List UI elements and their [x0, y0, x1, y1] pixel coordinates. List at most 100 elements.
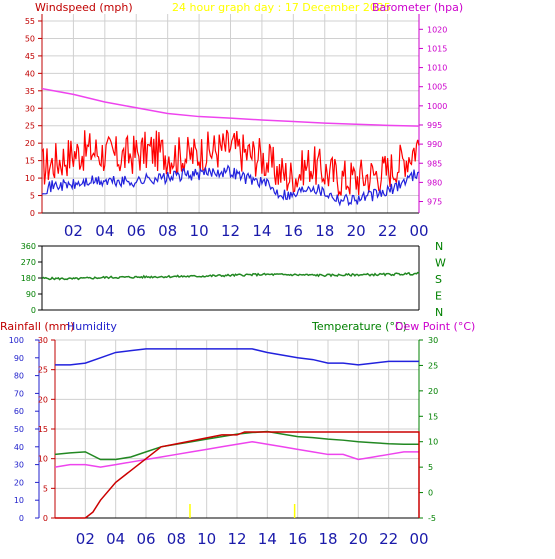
- chart3-temp-tick-label: 0: [428, 489, 433, 498]
- wind-speed-line: [41, 164, 420, 207]
- chart3-x-tick-label: 00: [409, 530, 428, 548]
- dewpoint-line: [54, 440, 419, 468]
- chart1-x-tick-label: 02: [64, 222, 83, 240]
- chart3-x-tick-label: 14: [258, 530, 277, 548]
- chart1-x-tick-label: 14: [252, 222, 271, 240]
- chart1-right-tick-label: 995: [427, 121, 442, 130]
- chart2-compass-label: N: [435, 306, 443, 319]
- chart3-rain-ticks: 0 5 10 15 20 25 30: [38, 336, 55, 523]
- chart3-temp-tick-label: 5: [428, 463, 433, 472]
- chart2-series: [41, 271, 420, 281]
- chart3-rain-tick-label: 5: [43, 484, 48, 493]
- chart1-right-ticks: 975 980 985 990 995 1000 1005 1010 1015 1020: [419, 25, 447, 207]
- chart3-temp-tick-label: 30: [428, 336, 438, 345]
- chart1-left-tick-label: 55: [25, 17, 35, 26]
- chart2-left-tick-label: 270: [21, 258, 36, 267]
- chart3-x-tick-label: 04: [106, 530, 125, 548]
- chart3-x-tick-label: 20: [349, 530, 368, 548]
- chart1-x-tick-label: 00: [409, 222, 428, 240]
- chart3-humidity-tick-label: 100: [9, 336, 24, 345]
- rainfall-line: [55, 431, 420, 519]
- chart3-temp-tick-label: 15: [428, 412, 438, 421]
- chart1-right-tick-label: 1020: [427, 25, 447, 34]
- chart3-rain-tick-label: 25: [38, 366, 48, 375]
- chart1-left-tick-label: 0: [30, 209, 35, 218]
- chart1-left-tick-label: 15: [25, 157, 35, 166]
- wind-gust-line: [41, 129, 420, 197]
- chart1-x-tick-label: 22: [378, 222, 397, 240]
- chart2-left-tick-label: 90: [26, 290, 36, 299]
- chart2-compass-label: E: [435, 290, 442, 303]
- chart3-humidity-tick-label: 40: [14, 443, 24, 452]
- chart2-left-tick-label: 0: [31, 306, 36, 315]
- chart3-humidity-tick-label: 20: [14, 478, 24, 487]
- chart3-humidity-tick-label: 80: [14, 372, 24, 381]
- chart3-rain-tick-label: 0: [43, 514, 48, 523]
- chart3-series: [54, 348, 420, 519]
- chart3-rainfall-label: Rainfall (mm): [0, 320, 74, 333]
- chart1-left-tick-label: 50: [25, 34, 35, 43]
- chart1-left-tick-label: 45: [25, 52, 35, 61]
- chart3-x-tick-label: 18: [318, 530, 337, 548]
- chart2-compass-label: N: [435, 240, 443, 253]
- chart1-left-tick-label: 10: [25, 174, 35, 183]
- chart3-x-tick-label: 08: [167, 530, 186, 548]
- chart3-temp-ticks: -5 0 5 10 15 20 25 30: [419, 336, 438, 523]
- chart3-humidity-label: Humidity: [67, 320, 117, 333]
- chart2-left-ticks: 0 90 180 270 360: [21, 242, 42, 315]
- chart1-x-tick-label: 04: [95, 222, 114, 240]
- chart1-x-tick-label: 18: [315, 222, 334, 240]
- chart2-left-tick-label: 360: [21, 242, 36, 251]
- wind-direction-line: [41, 271, 420, 281]
- humidity-line: [55, 348, 419, 366]
- chart1-x-tick-label: 08: [158, 222, 177, 240]
- chart3-rain-tick-label: 10: [38, 455, 48, 464]
- chart1-left-tick-label: 35: [25, 87, 35, 96]
- chart1-title: 24 hour graph day : 17 December 2025: [172, 1, 391, 14]
- chart3-temperature-label: Temperature (°C): [311, 320, 407, 333]
- chart3-rain-tick-label: 30: [38, 336, 48, 345]
- chart3-temp-tick-label: -5: [428, 514, 436, 523]
- chart1-right-tick-label: 980: [427, 178, 442, 187]
- chart1-right-tick-label: 990: [427, 140, 442, 149]
- chart1-x-tick-label: 10: [190, 222, 209, 240]
- chart3-temp-tick-label: 25: [428, 361, 438, 370]
- chart3-humidity-tick-label: 50: [14, 425, 24, 434]
- chart1-right-tick-label: 1005: [427, 83, 447, 92]
- chart3-rain-tick-label: 20: [38, 395, 48, 404]
- chart3-humidity-tick-label: 90: [14, 354, 24, 363]
- chart2-compass-label: S: [435, 273, 442, 286]
- chart3-x-tick-label: 06: [136, 530, 155, 548]
- chart1-right-tick-label: 985: [427, 159, 442, 168]
- chart1-x-tick-label: 16: [284, 222, 303, 240]
- chart3-rain-tick-label: 15: [38, 425, 48, 434]
- chart3-dewpoint-label: Dew Point (°C): [395, 320, 475, 333]
- chart3-humidity-tick-label: 0: [19, 514, 24, 523]
- chart1-grid: [41, 14, 420, 214]
- chart3-grid: [54, 339, 420, 519]
- chart2-compass-label: W: [435, 257, 446, 270]
- temperature-line: [54, 430, 419, 461]
- chart1-x-ticks: 02 04 06 08 10 12 14 16 18 20 22 00: [64, 222, 429, 240]
- chart1-left-tick-label: 40: [25, 69, 35, 78]
- chart1-right-axis-label: Barometer (hpa): [372, 1, 463, 14]
- chart3-humidity-ticks: 0 10 20 30 40 50 60 70 80 90 100: [9, 336, 39, 523]
- chart1-left-tick-label: 5: [30, 192, 35, 201]
- chart2-left-tick-label: 180: [21, 274, 36, 283]
- chart3-humidity-tick-label: 60: [14, 407, 24, 416]
- chart1-right-tick-label: 975: [427, 198, 442, 207]
- chart1-left-tick-label: 25: [25, 122, 35, 131]
- chart1-right-tick-label: 1000: [427, 102, 447, 111]
- chart3-temp-tick-label: 10: [428, 438, 438, 447]
- chart3-humidity-tick-label: 10: [14, 496, 24, 505]
- chart3-x-tick-label: 02: [76, 530, 95, 548]
- chart3-x-tick-label: 22: [379, 530, 398, 548]
- chart1-left-axis-label: Windspeed (mph): [35, 1, 133, 14]
- chart1-series: [41, 87, 420, 207]
- chart1-x-tick-label: 20: [347, 222, 366, 240]
- chart3-humidity-tick-label: 70: [14, 389, 24, 398]
- chart3-x-tick-label: 10: [197, 530, 216, 548]
- chart1-left-tick-label: 20: [25, 139, 35, 148]
